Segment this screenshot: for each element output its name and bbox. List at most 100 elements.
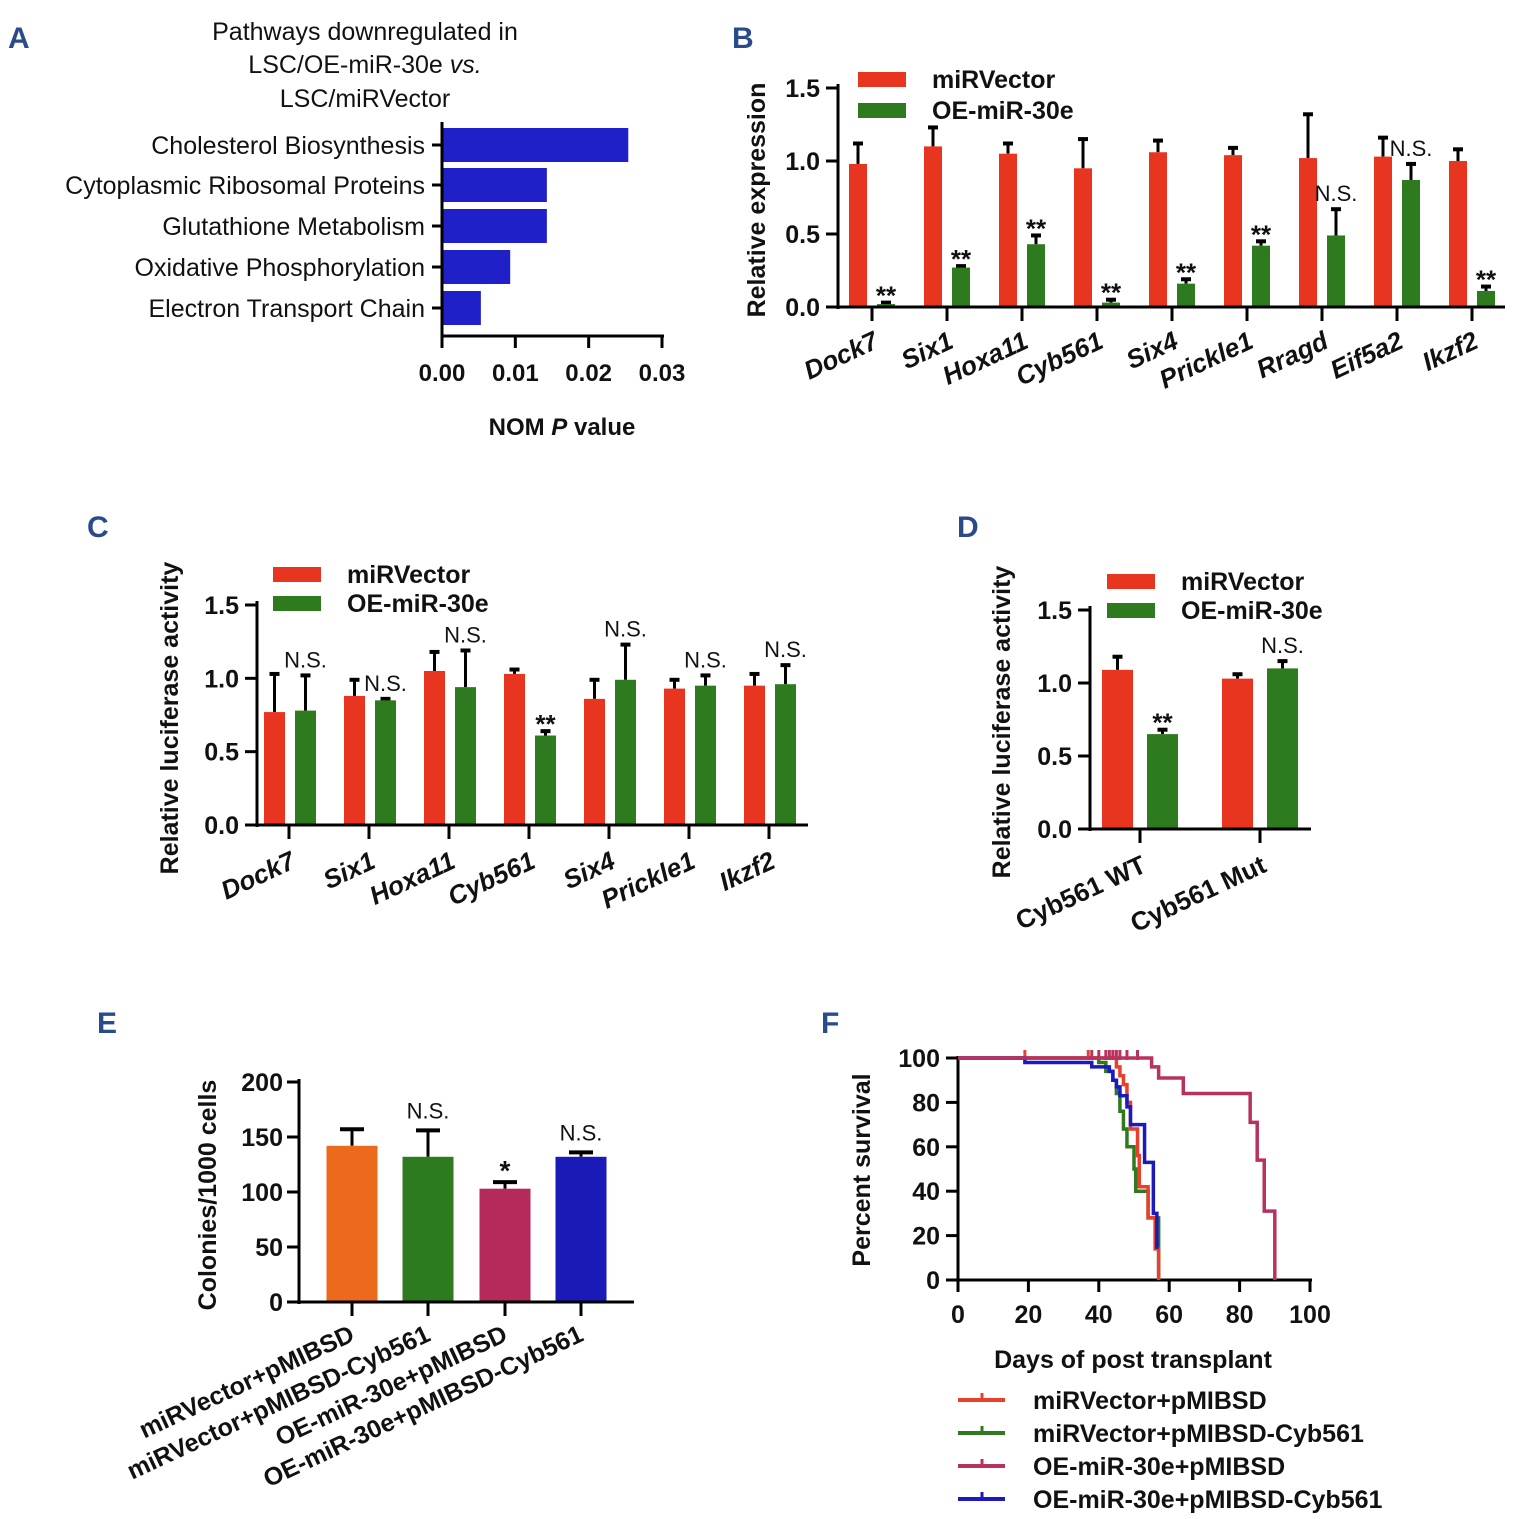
panel-letter-B: B [732,22,754,55]
x-tick-label: Cyb561 [1011,325,1108,391]
chart-title: Pathways downregulated in LSC/OE-miR-30e … [212,18,518,113]
y-tick-label: 50 [255,1234,283,1262]
legend-label: OE-miR-30e [347,590,489,618]
bar-oe-mir-30e-six4 [615,679,636,825]
y-tick-label: 60 [912,1134,940,1162]
x-tick-label: Eif5a2 [1325,325,1408,385]
significance-label: N.S. [560,1120,603,1145]
bar-mirvector-ikzf2 [744,685,765,825]
y-axis-label: Relative luciferase activity [156,562,184,875]
legend-label: OE-miR-30e+pMIBSD [1033,1453,1285,1481]
y-axis-label: Relative expression [743,83,771,318]
significance-label: ** [1476,265,1497,295]
panel-a: Pathways downregulated in LSC/OE-miR-30e … [65,18,685,441]
x-tick-label: 60 [1155,1301,1183,1329]
x-axis-label-part: NOM [489,414,552,441]
bar-oe-mir-30e+pmibsd [479,1188,531,1302]
x-axis-label-part: value [567,414,635,441]
x-tick-label: 40 [1085,1301,1113,1329]
x-tick-label: Hoxa11 [365,845,460,910]
x-tick-label: Cyb561 WT [1011,849,1151,935]
bar-oe-mir-30e-hoxa11 [1027,244,1045,307]
x-axis-label: NOM P value [489,414,636,441]
significance-label: ** [1176,257,1197,287]
bar-oe-mir-30e-prickle1 [695,685,716,825]
bar-mirvector-six1 [924,146,942,307]
significance-label: N.S. [604,617,647,642]
bar-cytoplasmic-ribosomal-proteins [442,168,547,202]
survival-curve-oe-mir-30e+pmibsd-cyb561 [958,1056,1159,1249]
survival-curve-mirvector+pmibsd [958,1056,1161,1280]
bar-mirvector-cyb561-wt [1102,669,1133,829]
significance-label: ** [1152,708,1173,738]
bar-mirvector-six4 [1149,152,1167,307]
bar-oe-mir-30e-cyb561-wt [1147,734,1178,829]
y-axis-label: Relative luciferase activity [988,566,1016,879]
bar-mirvector-cyb561 [504,673,525,825]
bar-oe-mir-30e-six4 [1177,283,1195,307]
legend-swatch [1107,603,1155,618]
y-tick-label: 1.0 [204,665,239,693]
x-axis-label: Days of post transplant [994,1346,1272,1374]
title-line: LSC/miRVector [280,85,450,113]
bar-mirvector-prickle1 [1224,155,1242,307]
panel-letter-A: A [8,22,30,55]
x-tick-label: 0 [951,1301,965,1329]
x-tick-label: 0.02 [565,360,612,387]
x-tick-label: Cyb561 Mut [1126,849,1271,938]
panel-f: 0 20 40 60 80 100 0 20 40 60 80 100 Days of post tra… [848,1045,1382,1514]
y-tick-label: 1.0 [1037,670,1072,698]
bar-mirvector-rragd [1299,158,1317,307]
legend-swatch [273,567,321,582]
legend-label: miRVector [932,66,1055,94]
y-tick-label: 1.0 [785,148,820,176]
significance-label: N.S. [1261,633,1304,658]
significance-label: N.S. [444,622,487,647]
y-tick-label: 80 [912,1089,940,1117]
bar-mirvector+pmibsd-cyb561 [402,1156,454,1302]
legend-swatch [273,596,321,611]
bar-oe-mir-30e+pmibsd-cyb561 [555,1156,607,1302]
x-axis-label-part: P [551,414,568,441]
bar-mirvector-dock7 [849,163,867,307]
panel-c: miRVectorOE-miR-30eN.S.Dock7N.S.Six1N.S.… [156,561,808,915]
x-tick-label: 80 [1226,1301,1254,1329]
y-tick-label: 0.5 [204,739,239,767]
y-tick-label: 0.0 [1037,816,1072,844]
significance-label: ** [876,281,897,311]
bar-oxidative-phosphorylation [442,250,511,284]
bar-oe-mir-30e-cyb561 [1102,302,1120,307]
bar-oe-mir-30e-eif5a2 [1402,179,1420,307]
significance-label: ** [1026,213,1047,243]
bar-cholesterol-biosynthesis [442,128,629,162]
bar-mirvector-hoxa11 [424,671,445,825]
significance-label: N.S. [684,647,727,672]
title-line: vs. [450,51,482,79]
bar-mirvector-eif5a2 [1374,156,1392,307]
y-tick-label: 200 [241,1069,283,1097]
y-tick-label: 0.0 [785,294,820,322]
legend-label: OE-miR-30e [1181,597,1323,625]
legend-label: miRVector [347,561,470,589]
x-tick-label: 0.00 [419,360,466,387]
panel-letter-E: E [97,1007,117,1040]
y-tick-label: 1.5 [1037,597,1072,625]
significance-label: N.S. [1315,181,1358,206]
significance-label: N.S. [1390,136,1433,161]
legend-label: miRVector [1181,568,1304,596]
significance-label: ** [535,709,556,739]
significance-label: N.S. [364,671,407,696]
significance-label: ** [951,244,972,274]
bar-oe-mir-30e-cyb561-mut [1267,668,1298,829]
y-tick-label: Electron Transport Chain [148,295,425,323]
bar-oe-mir-30e-cyb561 [535,735,556,825]
significance-label: ** [1251,219,1272,249]
bar-oe-mir-30e-hoxa11 [455,687,476,825]
bar-oe-mir-30e-six1 [952,267,970,307]
title-line: LSC/OE-miR-30e [248,51,449,79]
y-tick-label: 1.5 [204,592,239,620]
y-tick-label: 0 [926,1267,940,1295]
bar-mirvector-cyb561-mut [1222,678,1253,829]
